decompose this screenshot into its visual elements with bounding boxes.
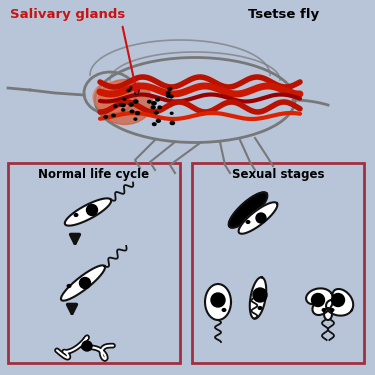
Polygon shape xyxy=(229,192,267,228)
Ellipse shape xyxy=(98,80,153,124)
Ellipse shape xyxy=(253,288,267,302)
Bar xyxy=(192,163,364,363)
Ellipse shape xyxy=(87,204,98,216)
Polygon shape xyxy=(65,198,111,226)
Ellipse shape xyxy=(151,106,155,109)
Ellipse shape xyxy=(134,100,138,103)
Polygon shape xyxy=(205,284,231,320)
Ellipse shape xyxy=(312,294,324,306)
Ellipse shape xyxy=(170,95,173,98)
Ellipse shape xyxy=(330,309,334,311)
Ellipse shape xyxy=(332,294,345,306)
Ellipse shape xyxy=(130,110,134,113)
Ellipse shape xyxy=(156,119,160,122)
Ellipse shape xyxy=(114,105,117,107)
Polygon shape xyxy=(306,288,333,315)
Ellipse shape xyxy=(121,104,125,106)
Ellipse shape xyxy=(166,92,170,94)
Polygon shape xyxy=(324,308,332,320)
Ellipse shape xyxy=(80,278,90,288)
Ellipse shape xyxy=(130,87,132,89)
Polygon shape xyxy=(238,202,278,234)
Text: Tsetse fly: Tsetse fly xyxy=(248,8,319,21)
Ellipse shape xyxy=(67,285,71,287)
Ellipse shape xyxy=(158,106,162,109)
Ellipse shape xyxy=(170,112,173,114)
Ellipse shape xyxy=(153,123,156,126)
Polygon shape xyxy=(326,289,353,316)
Ellipse shape xyxy=(119,104,122,106)
Ellipse shape xyxy=(322,309,326,311)
Bar xyxy=(8,163,180,363)
Ellipse shape xyxy=(148,100,151,103)
Ellipse shape xyxy=(122,109,124,111)
Ellipse shape xyxy=(129,103,133,106)
Ellipse shape xyxy=(156,98,159,101)
Ellipse shape xyxy=(136,90,139,92)
Ellipse shape xyxy=(93,82,131,112)
Ellipse shape xyxy=(112,114,115,117)
Text: Normal life cycle: Normal life cycle xyxy=(38,168,150,181)
Ellipse shape xyxy=(256,213,266,223)
Ellipse shape xyxy=(152,102,156,105)
Polygon shape xyxy=(250,277,266,319)
Ellipse shape xyxy=(134,118,137,120)
Ellipse shape xyxy=(104,116,107,118)
Polygon shape xyxy=(61,265,105,301)
Ellipse shape xyxy=(154,111,158,114)
Ellipse shape xyxy=(258,307,262,309)
Ellipse shape xyxy=(135,92,138,94)
Text: Salivary glands: Salivary glands xyxy=(10,8,125,21)
Ellipse shape xyxy=(246,220,250,224)
Text: Sexual stages: Sexual stages xyxy=(232,168,324,181)
Ellipse shape xyxy=(82,341,92,351)
Ellipse shape xyxy=(166,94,170,97)
Ellipse shape xyxy=(170,122,174,124)
Ellipse shape xyxy=(168,87,172,90)
Ellipse shape xyxy=(127,89,130,92)
Ellipse shape xyxy=(222,309,226,311)
Ellipse shape xyxy=(74,214,78,216)
Ellipse shape xyxy=(123,98,126,100)
Ellipse shape xyxy=(211,293,225,307)
Ellipse shape xyxy=(135,112,140,115)
